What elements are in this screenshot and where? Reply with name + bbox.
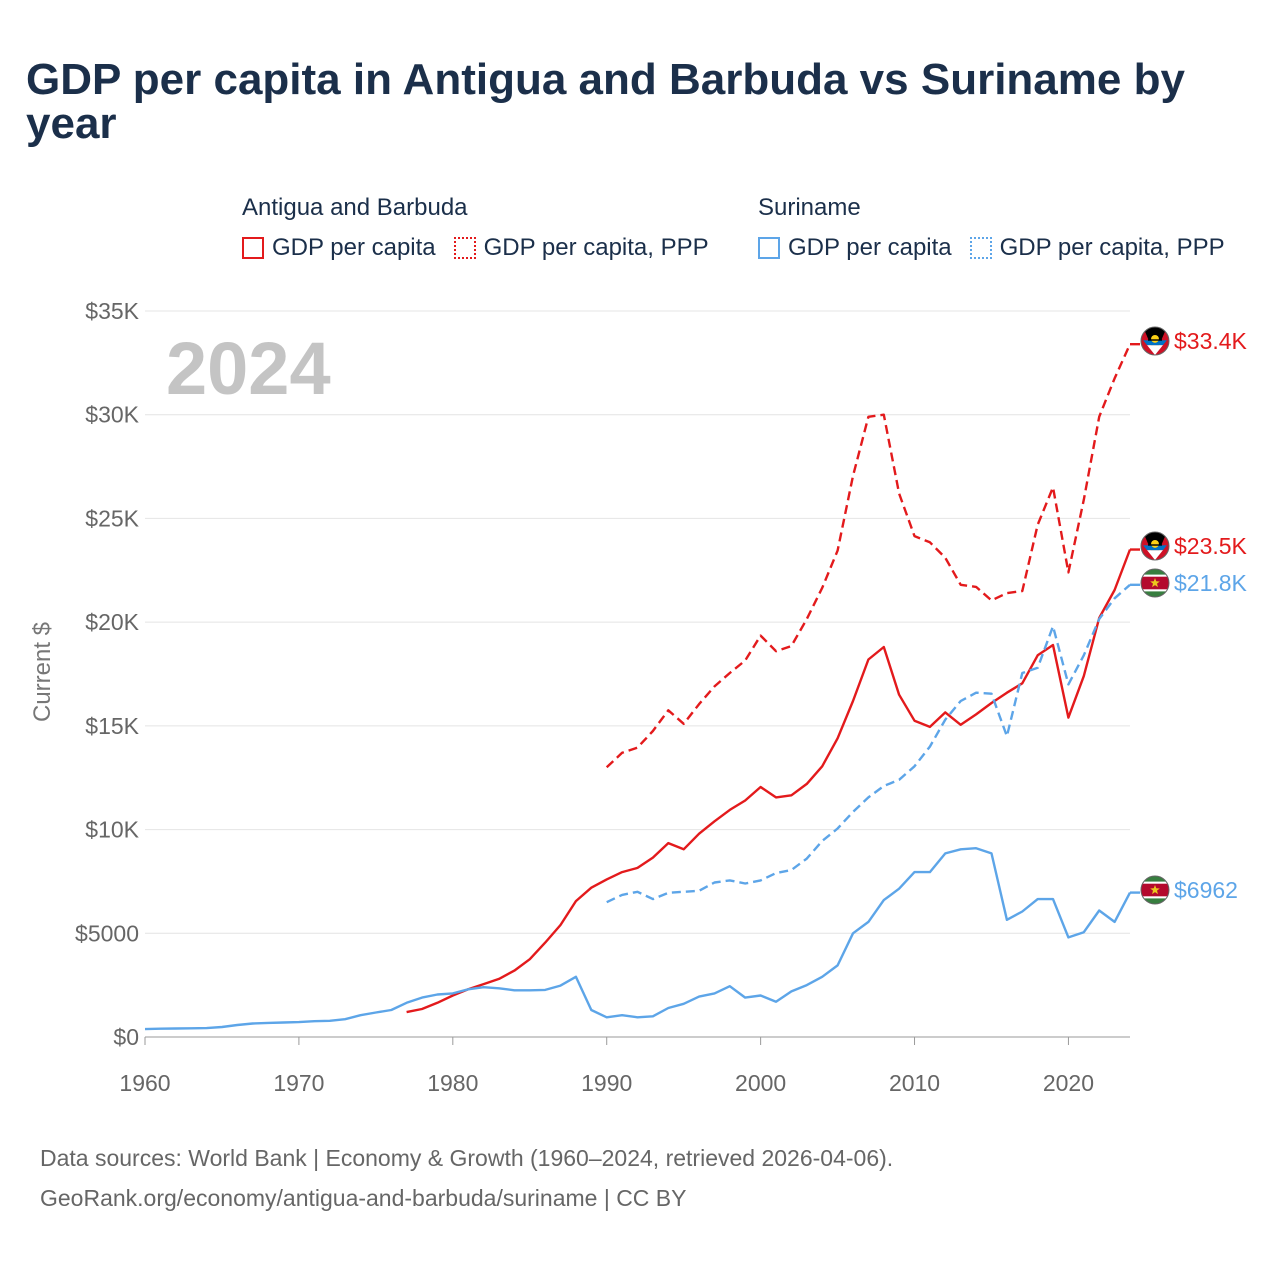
legend-group-title: Antigua and Barbuda xyxy=(242,194,468,221)
series-line-1[interactable] xyxy=(605,343,1132,769)
legend-group-antigua: Antigua and Barbuda GDP per capita GDP p… xyxy=(242,194,709,262)
legend-item-antigua-gdp[interactable]: GDP per capita xyxy=(242,234,436,262)
suriname-flag-icon xyxy=(1140,568,1170,598)
series-line-3[interactable] xyxy=(606,583,1131,904)
legend-swatch-solid xyxy=(242,237,264,259)
year-watermark: 2024 xyxy=(166,327,331,410)
legend-group-suriname: Suriname GDP per capita GDP per capita, … xyxy=(758,194,1225,262)
legend-item-label: GDP per capita xyxy=(788,234,952,261)
legend-item-label: GDP per capita, PPP xyxy=(999,234,1225,261)
chart-title-line-1: GDP per capita in Antigua and Barbuda vs… xyxy=(26,55,1185,104)
x-tick-label: 2000 xyxy=(735,1070,786,1096)
data-source-note: Data sources: World Bank | Economy & Gro… xyxy=(40,1145,894,1171)
antigua-flag-icon xyxy=(1140,326,1170,356)
series-end-label: $23.5K xyxy=(1174,533,1248,559)
series-line-2[interactable] xyxy=(406,549,1132,1014)
line-chart: 2024 Current $ $0 $5000 $10K $15K $20K $25K $3… xyxy=(29,298,1248,1096)
legend-item-label: GDP per capita xyxy=(272,234,436,261)
x-tick-label: 2020 xyxy=(1043,1070,1094,1096)
legend-item-label: GDP per capita, PPP xyxy=(483,234,709,261)
series-line-4[interactable] xyxy=(144,847,1132,1031)
legend-item-suriname-gdp-ppp[interactable]: GDP per capita, PPP xyxy=(969,234,1225,262)
legend-swatch-dotted xyxy=(453,237,476,259)
y-tick-label: $20K xyxy=(85,609,139,635)
x-tick-label: 2010 xyxy=(889,1070,940,1096)
antigua-flag-icon xyxy=(1140,531,1170,561)
y-tick-label: $35K xyxy=(85,298,139,324)
footer: Data sources: World Bank | Economy & Gro… xyxy=(40,1138,893,1218)
legend-swatch-dotted xyxy=(969,237,992,259)
y-tick-label: $0 xyxy=(113,1024,139,1050)
source-link[interactable]: GeoRank.org/economy/antigua-and-barbuda/… xyxy=(40,1185,687,1211)
y-tick-label: $25K xyxy=(85,505,139,531)
y-axis-label: Current $ xyxy=(29,622,56,722)
legend-item-suriname-gdp[interactable]: GDP per capita xyxy=(758,234,952,262)
legend-swatch-solid xyxy=(758,237,780,259)
series-end-label: $6962 xyxy=(1174,877,1238,903)
y-tick-label: $30K xyxy=(85,402,139,428)
chart-title-line-2: year xyxy=(26,99,117,148)
x-tick-label: 1990 xyxy=(581,1070,632,1096)
y-tick-label: $5000 xyxy=(75,920,139,946)
suriname-flag-icon xyxy=(1140,875,1170,905)
y-tick-label: $10K xyxy=(85,817,139,843)
legend-group-title: Suriname xyxy=(758,194,861,221)
x-tick-label: 1980 xyxy=(427,1070,478,1096)
x-tick-label: 1960 xyxy=(119,1070,170,1096)
series-end-label: $21.8K xyxy=(1174,570,1248,596)
x-tick-label: 1970 xyxy=(273,1070,324,1096)
chart-title: GDP per capita in Antigua and Barbuda vs… xyxy=(26,58,1246,146)
series-end-label: $33.4K xyxy=(1174,328,1248,354)
legend-item-antigua-gdp-ppp[interactable]: GDP per capita, PPP xyxy=(453,234,709,262)
y-tick-label: $15K xyxy=(85,713,139,739)
